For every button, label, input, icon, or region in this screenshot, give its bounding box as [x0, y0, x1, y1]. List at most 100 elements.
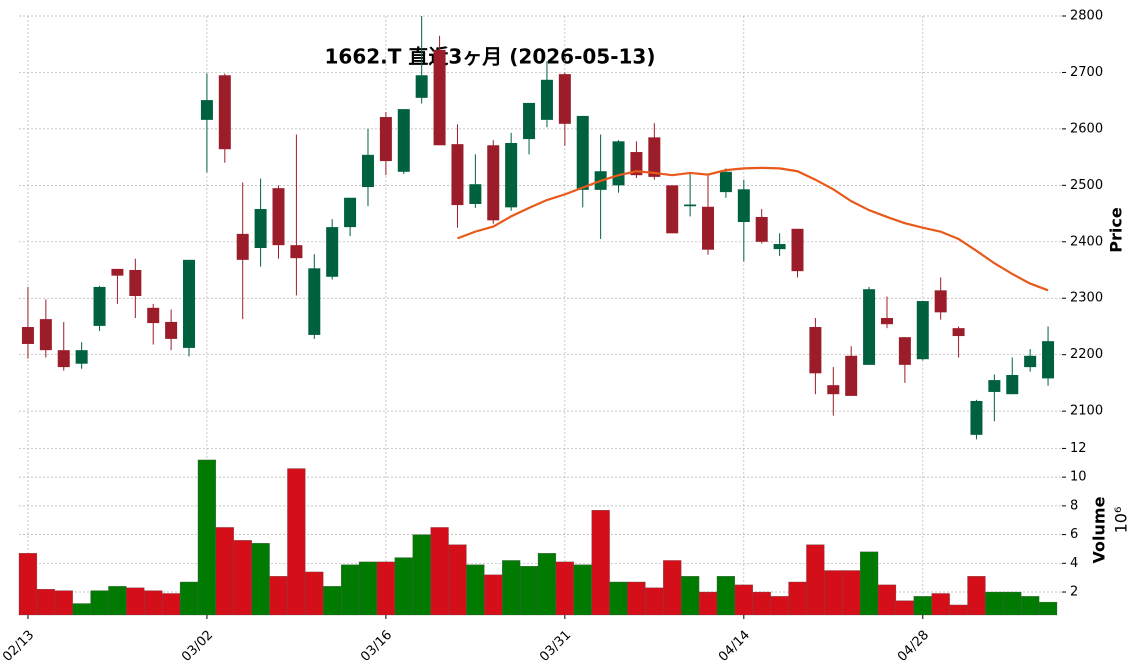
volume-bar	[108, 586, 127, 616]
volume-bar	[931, 593, 950, 616]
candle-body	[737, 189, 750, 223]
volume-bar	[519, 566, 539, 616]
volume-bar	[340, 564, 360, 616]
candle-body	[540, 79, 553, 120]
volume-bar	[1021, 596, 1040, 616]
volume-bar	[645, 587, 664, 616]
candle-body	[433, 49, 446, 146]
candle-body	[326, 227, 339, 277]
volume-bar	[72, 603, 91, 616]
candle-body	[308, 268, 321, 335]
y-tick-label: 2	[1070, 585, 1078, 600]
volume-bar	[859, 551, 879, 616]
candle-body	[165, 321, 178, 339]
volume-bar	[627, 581, 646, 616]
volume-bar	[18, 553, 38, 616]
volume-bar	[770, 596, 789, 616]
y-tick-label: 2200	[1070, 347, 1103, 362]
volume-bar	[484, 574, 503, 616]
volume-bar	[412, 534, 431, 616]
x-tick-label: 04/14	[716, 628, 753, 665]
volume-bar	[591, 510, 610, 616]
candle-body	[988, 380, 1001, 392]
candle-body	[183, 259, 196, 348]
candle-body	[361, 154, 374, 188]
x-tick-label: 02/13	[0, 628, 37, 665]
x-tick-label: 03/31	[537, 628, 574, 665]
volume-axis-label: Volume	[1090, 496, 1109, 563]
candle-body	[272, 188, 285, 246]
volume-bar	[1003, 591, 1022, 616]
y-tick-label: 2800	[1070, 9, 1103, 24]
candle-body	[648, 137, 661, 177]
volume-bar	[985, 591, 1004, 616]
candle-body	[254, 209, 267, 248]
candle-body	[612, 141, 625, 186]
volume-bar	[323, 586, 342, 616]
volume-bar	[144, 590, 163, 616]
volume-bar	[90, 590, 109, 616]
candle-body	[666, 185, 679, 234]
moving-average-line	[457, 166, 1049, 292]
candle-body	[487, 145, 500, 221]
candle-body	[397, 109, 410, 172]
chart-title: 1662.T 直近3ヶ月 (2026-05-13)	[325, 45, 656, 69]
volume-bar	[698, 591, 718, 616]
candle-body	[1006, 375, 1019, 395]
volume-bar	[466, 564, 485, 616]
y-tick-label: 2100	[1070, 404, 1103, 419]
x-tick-label: 03/02	[179, 628, 216, 665]
volume-bar	[895, 600, 914, 616]
candle-body	[93, 286, 106, 326]
volume-bar	[251, 543, 270, 616]
candle-body	[200, 100, 213, 120]
volume-bar	[663, 560, 682, 616]
candle-body	[845, 355, 858, 396]
volume-bar	[197, 459, 217, 616]
candle-body	[702, 206, 715, 250]
volume-bar	[716, 576, 736, 616]
candle-body	[773, 244, 786, 250]
candle-body	[755, 216, 768, 242]
y-tick-label: 2600	[1070, 121, 1103, 136]
volume-bar	[609, 581, 628, 616]
volume-bar	[806, 544, 825, 616]
volume-scale-label: 10⁶	[1112, 507, 1131, 534]
volume-bar	[502, 560, 521, 616]
candle-body	[451, 144, 464, 206]
candle-body	[827, 385, 840, 395]
candle-body	[880, 317, 893, 325]
volume-bar	[215, 527, 234, 616]
volume-bar	[877, 584, 897, 616]
candle-body	[576, 115, 589, 190]
volume-bar	[1038, 601, 1058, 616]
volume-bar	[537, 553, 557, 616]
candle-body	[863, 289, 876, 365]
volume-bar	[555, 561, 574, 616]
candle-body	[21, 327, 34, 344]
candle-body	[1042, 341, 1055, 379]
candle-body	[469, 184, 482, 204]
candle-body	[147, 307, 160, 324]
y-tick-label: 2400	[1070, 234, 1103, 249]
y-tick-label: 10	[1070, 470, 1087, 485]
volume-bar	[788, 581, 807, 616]
volume-bar	[681, 576, 700, 616]
y-tick-label: 8	[1070, 498, 1078, 513]
candle-body	[57, 350, 70, 368]
x-tick-label: 04/28	[895, 628, 932, 665]
candle-body	[523, 102, 536, 140]
candle-body	[719, 171, 732, 193]
volume-bar	[573, 564, 592, 616]
candle-body	[75, 350, 88, 364]
volume-bar	[36, 589, 55, 616]
volume-bar	[358, 561, 378, 616]
y-tick-label: 6	[1070, 527, 1078, 542]
volume-bar	[54, 590, 73, 616]
volume-bar	[913, 596, 932, 616]
volume-bar	[842, 570, 861, 616]
y-tick-label: 2300	[1070, 291, 1103, 306]
volume-bar	[287, 468, 306, 616]
volume-bar	[752, 591, 771, 616]
